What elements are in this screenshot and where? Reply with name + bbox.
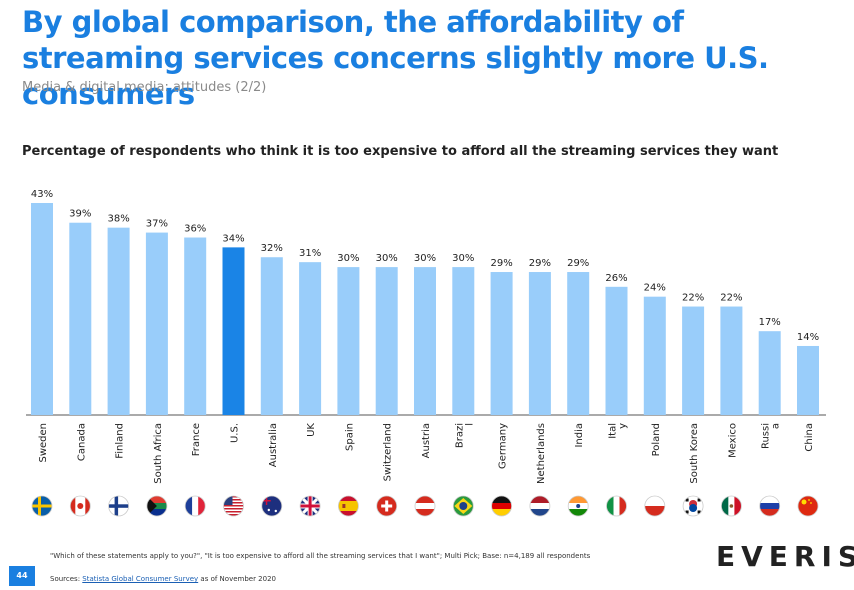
data-label-spain: 30% (337, 253, 359, 264)
flag-china-icon (797, 495, 819, 517)
sources-suffix: as of November 2020 (198, 575, 277, 583)
category-label-russia-1: a (771, 423, 782, 429)
category-label-australia: Australia (268, 423, 279, 467)
company-logo: EVERISE (716, 540, 854, 573)
flag-canada-icon (69, 495, 91, 517)
bar-russia (758, 331, 781, 415)
bar-australia (260, 257, 283, 415)
category-label-finland: Finland (115, 423, 126, 459)
category-label-germany: Germany (498, 423, 509, 469)
data-label-brazil: 30% (452, 253, 474, 264)
category-label-brazil-1: l (464, 423, 475, 426)
flag-mexico-icon (721, 495, 742, 517)
flag-france-icon (184, 495, 206, 517)
category-label-switzerland: Switzerland (383, 423, 394, 481)
bar-brazil (452, 267, 475, 415)
data-label-germany: 29% (490, 258, 512, 269)
flag-uk-icon (299, 495, 321, 517)
data-label-netherlands: 29% (529, 258, 551, 269)
bar-china (797, 345, 819, 415)
category-label-netherlands: Netherlands (536, 423, 547, 484)
data-label-austria: 30% (414, 253, 436, 264)
bar-switzerland (375, 267, 398, 415)
data-label-france: 36% (184, 224, 206, 235)
flag-austria-icon (414, 495, 436, 517)
category-label-sweden: Sweden (38, 423, 49, 463)
category-label-uk: UK (306, 423, 317, 437)
flag-poland-icon (644, 495, 666, 517)
sources-link[interactable]: Statista Global Consumer Survey (82, 575, 199, 583)
flag-germany-icon (491, 495, 513, 517)
data-label-sweden: 43% (31, 189, 53, 200)
category-label-austria: Austria (421, 423, 432, 458)
bar-canada (69, 222, 92, 415)
bar-france (184, 237, 207, 415)
flag-south-africa-icon (146, 495, 168, 517)
category-label-italy-1: y (618, 423, 629, 429)
flag-netherlands-icon (529, 495, 551, 517)
page-title: By global comparison, the affordability … (22, 5, 769, 111)
category-label-italy-0: Ital (608, 423, 619, 439)
data-label-australia: 32% (261, 243, 283, 254)
bar-south-korea (682, 306, 705, 415)
bar-uk (299, 262, 322, 415)
bar-italy (605, 286, 628, 415)
category-label-china: China (804, 423, 815, 452)
flag-russia-icon (759, 495, 781, 517)
flag-south-korea-icon (682, 495, 704, 517)
flag-switzerland-icon (376, 495, 398, 517)
data-label-china: 14% (797, 332, 819, 343)
data-label-switzerland: 30% (376, 253, 398, 264)
flag-brazil-icon (452, 495, 474, 517)
sources: Sources: Statista Global Consumer Survey… (50, 575, 276, 583)
category-label-france: France (191, 423, 202, 456)
bar-austria (414, 267, 436, 415)
data-label-mexico: 22% (720, 293, 742, 304)
category-label-india: India (574, 423, 585, 448)
data-label-south-korea: 22% (682, 293, 704, 304)
data-label-us: 34% (222, 233, 244, 244)
data-label-finland: 38% (107, 214, 129, 225)
category-label-brazil-0: Brazi (454, 423, 465, 448)
category-label-russia-0: Russi (761, 423, 772, 449)
data-label-south-africa: 37% (146, 219, 168, 230)
bar-spain (337, 267, 360, 415)
category-label-mexico: Mexico (727, 423, 738, 458)
footnote: "Which of these statements apply to you?… (50, 552, 591, 560)
chart-title: Percentage of respondents who think it i… (22, 144, 779, 159)
bar-india (567, 272, 590, 415)
flag-india-icon (567, 495, 589, 517)
category-label-poland: Poland (651, 423, 662, 456)
bar-south-africa (145, 232, 168, 415)
data-label-poland: 24% (644, 283, 666, 294)
bar-poland (643, 296, 666, 415)
bar-finland (107, 227, 130, 415)
data-label-uk: 31% (299, 248, 321, 259)
flag-australia-icon (261, 495, 283, 517)
bar-mexico (720, 306, 743, 415)
bar-sweden (31, 203, 53, 415)
flag-sweden-icon (31, 495, 53, 517)
sources-prefix: Sources: (50, 575, 83, 583)
bar-us (222, 247, 245, 415)
data-label-russia: 17% (759, 317, 781, 328)
page-number: 44 (9, 566, 35, 586)
category-label-us: U.S. (230, 423, 241, 443)
page-subtitle: Media & digital media: attitudes (2/2) (22, 80, 267, 95)
category-label-spain: Spain (344, 423, 355, 451)
category-label-canada: Canada (76, 423, 87, 461)
flag-finland-icon (108, 495, 129, 517)
flag-us-icon (223, 495, 244, 517)
category-label-south-korea: South Korea (689, 423, 700, 484)
flag-spain-icon (337, 495, 359, 517)
category-label-south-africa: South Africa (153, 423, 164, 484)
data-label-india: 29% (567, 258, 589, 269)
flag-italy-icon (606, 495, 627, 517)
bar-chart: 43% Sweden 39% Canada 38% Finland 37% South Afr… (26, 189, 826, 517)
data-label-italy: 26% (605, 273, 627, 284)
bar-netherlands (528, 272, 551, 415)
data-label-canada: 39% (69, 209, 91, 220)
bar-germany (490, 272, 513, 415)
